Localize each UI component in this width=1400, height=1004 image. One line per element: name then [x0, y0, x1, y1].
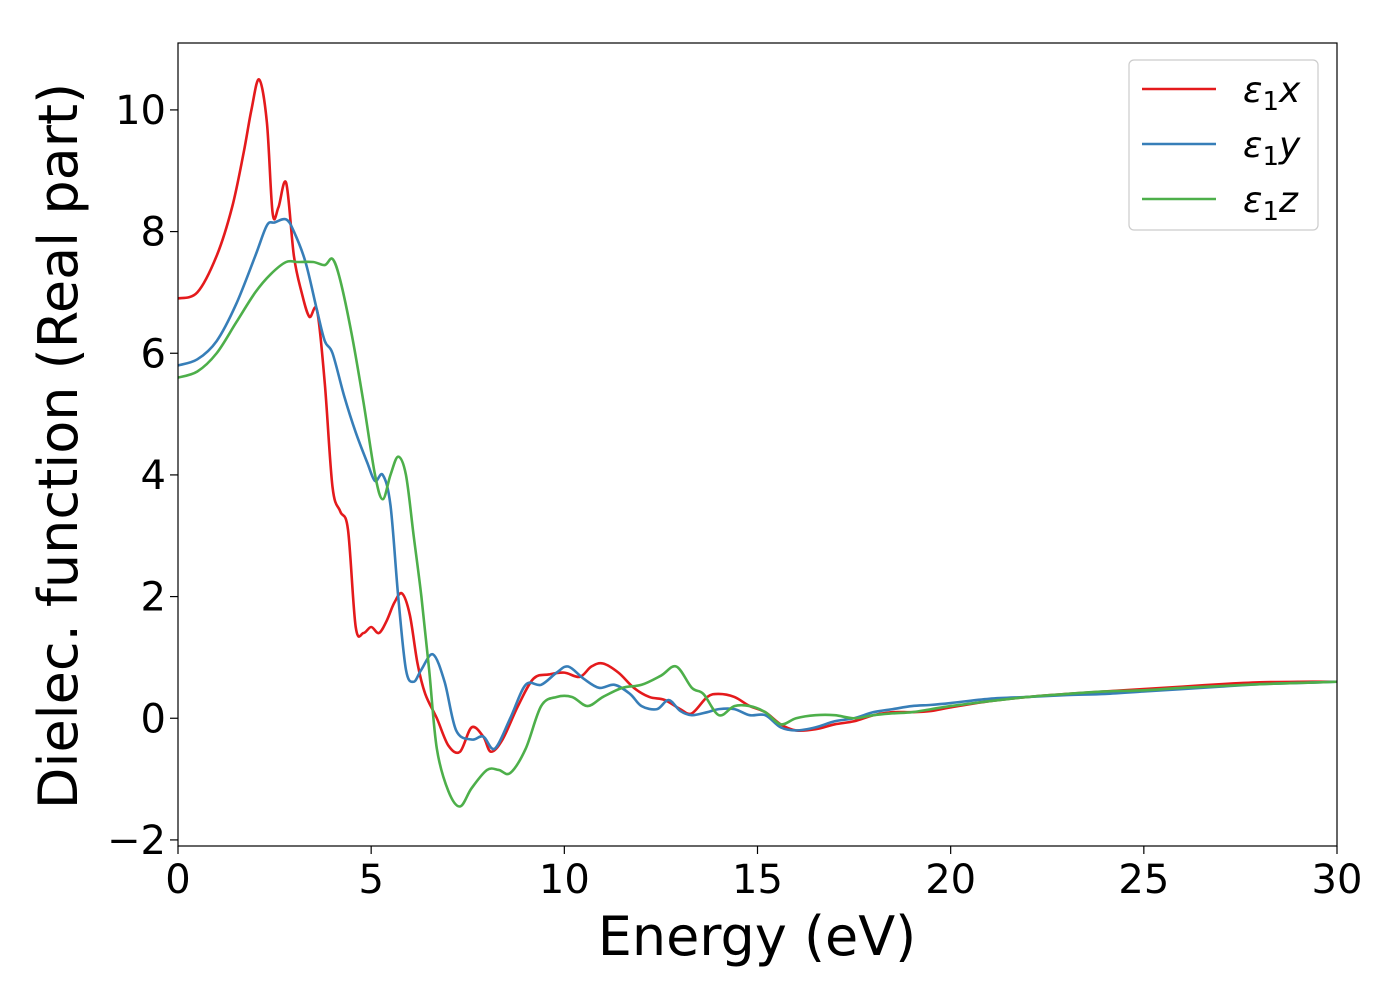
x-tick-label: 10: [539, 857, 590, 903]
y-axis-ticks: −2 0 2 4 6 8 10: [107, 88, 178, 864]
y-tick-label: 6: [141, 331, 166, 377]
legend-frame: [1128, 59, 1319, 231]
series-line-z: [178, 257, 1337, 808]
series-line-y: [178, 217, 1337, 751]
series-layer: [178, 78, 1337, 808]
y-axis-label: Dielec. function (Real part): [27, 83, 90, 809]
x-tick-label: 20: [925, 857, 976, 903]
x-tick-label: 15: [732, 857, 783, 903]
y-tick-label: 0: [141, 696, 166, 742]
legend-label-x: ε1x: [1243, 70, 1301, 117]
x-tick-label: 25: [1118, 857, 1169, 903]
x-tick-label: 0: [165, 857, 190, 903]
y-tick-label: 4: [141, 453, 166, 499]
x-tick-label: 5: [358, 857, 383, 903]
y-tick-label: 2: [141, 575, 166, 621]
legend-label-y: ε1y: [1243, 125, 1301, 172]
y-tick-label: −2: [107, 818, 166, 864]
x-axis-ticks: 0 5 10 15 20 25 30: [165, 846, 1362, 903]
legend: ε1x ε1y ε1z: [1128, 59, 1319, 231]
x-tick-label: 30: [1312, 857, 1363, 903]
y-tick-label: 8: [141, 210, 166, 256]
x-axis-label: Energy (eV): [598, 905, 917, 968]
legend-label-z: ε1z: [1243, 180, 1299, 227]
y-tick-label: 10: [115, 88, 166, 134]
